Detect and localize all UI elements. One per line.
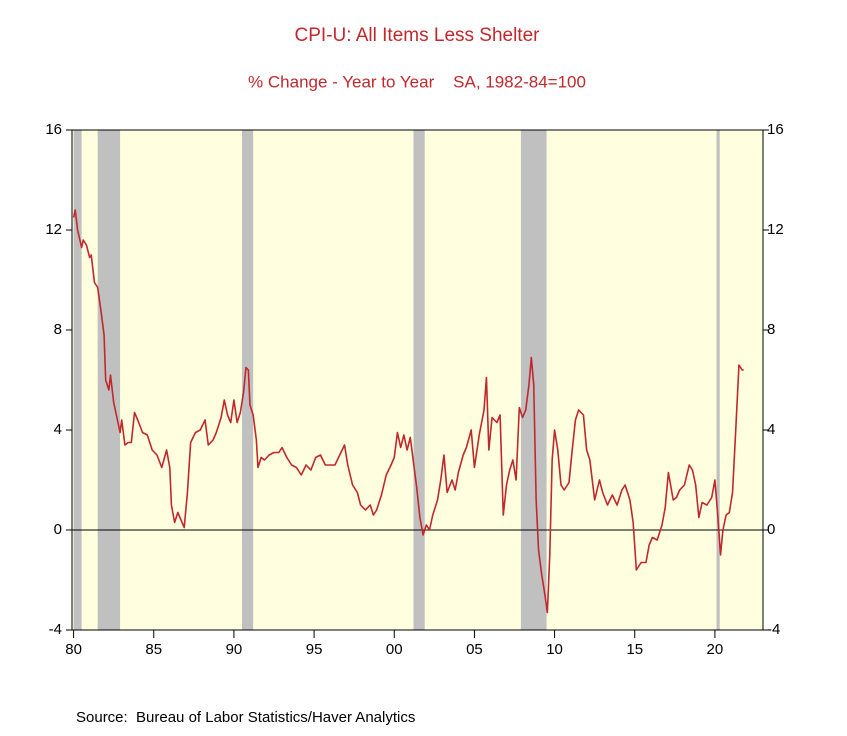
y-tick-label: 4 [54,421,62,438]
series-line [72,209,744,614]
y2-tick-label: 12 [767,221,784,238]
y-tick-label: 12 [45,221,62,238]
chart-subtitle: % Change - Year to Year SA, 1982-84=100 [248,72,586,91]
x-tick-label: 00 [386,641,403,658]
y-tick-label: 0 [54,521,62,538]
chart-title: CPI-U: All Items Less Shelter [295,25,541,46]
y2-tick-label: 8 [767,321,775,338]
y2-tick-label: 0 [767,521,775,538]
source-note: Source: Bureau of Labor Statistics/Haver… [76,709,415,726]
recession-band [413,130,425,630]
recession-band [716,130,720,630]
plot-frame [71,129,764,631]
y2-tick-label: 4 [767,421,775,438]
recession-band [97,130,121,630]
y-tick-label: 16 [45,121,62,138]
x-tick-label: 90 [226,641,243,658]
y-tick-label: -4 [49,621,62,638]
y2-tick-label: 16 [767,121,784,138]
recession-band [241,130,254,630]
y2-tick-label: -4 [767,621,780,638]
x-tick-label: 85 [145,641,162,658]
recession-band [73,130,82,630]
x-tick-label: 10 [546,641,563,658]
x-tick-label: 95 [306,641,323,658]
x-tick-label: 15 [626,641,643,658]
x-tick-label: 80 [65,641,82,658]
x-tick-label: 20 [707,641,724,658]
y-tick-label: 8 [54,321,62,338]
x-tick-label: 05 [466,641,483,658]
